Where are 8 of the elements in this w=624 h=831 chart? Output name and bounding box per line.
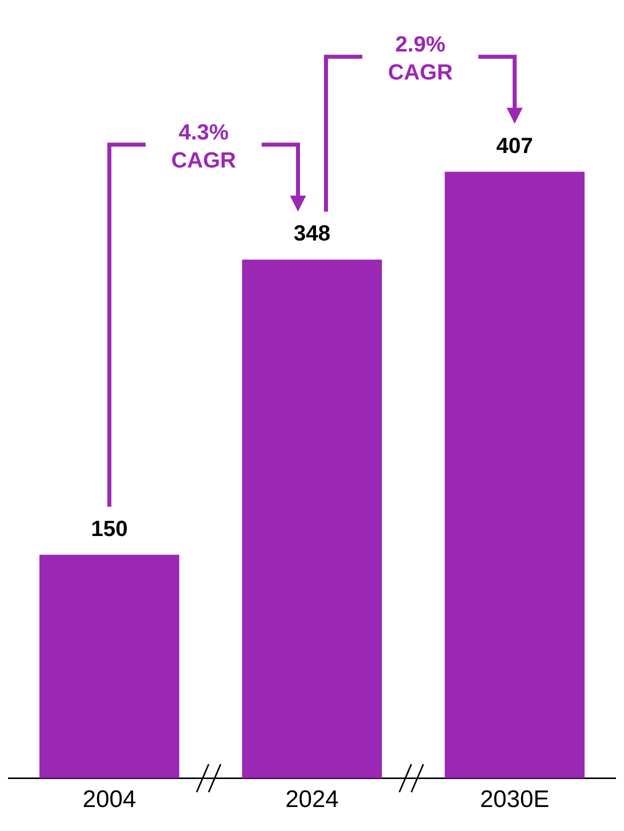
data-label: 348 (294, 220, 330, 246)
text: 2.9% CAGR (388, 32, 453, 85)
annotation: 4.3% CAGR (171, 120, 236, 173)
x-tick-label: 2004 (82, 786, 136, 814)
x-tick-label: 2024 (285, 786, 339, 814)
data-label: 407 (496, 132, 534, 158)
data-label: 150 (90, 516, 128, 541)
x-tick-label: 2030E (480, 786, 550, 814)
